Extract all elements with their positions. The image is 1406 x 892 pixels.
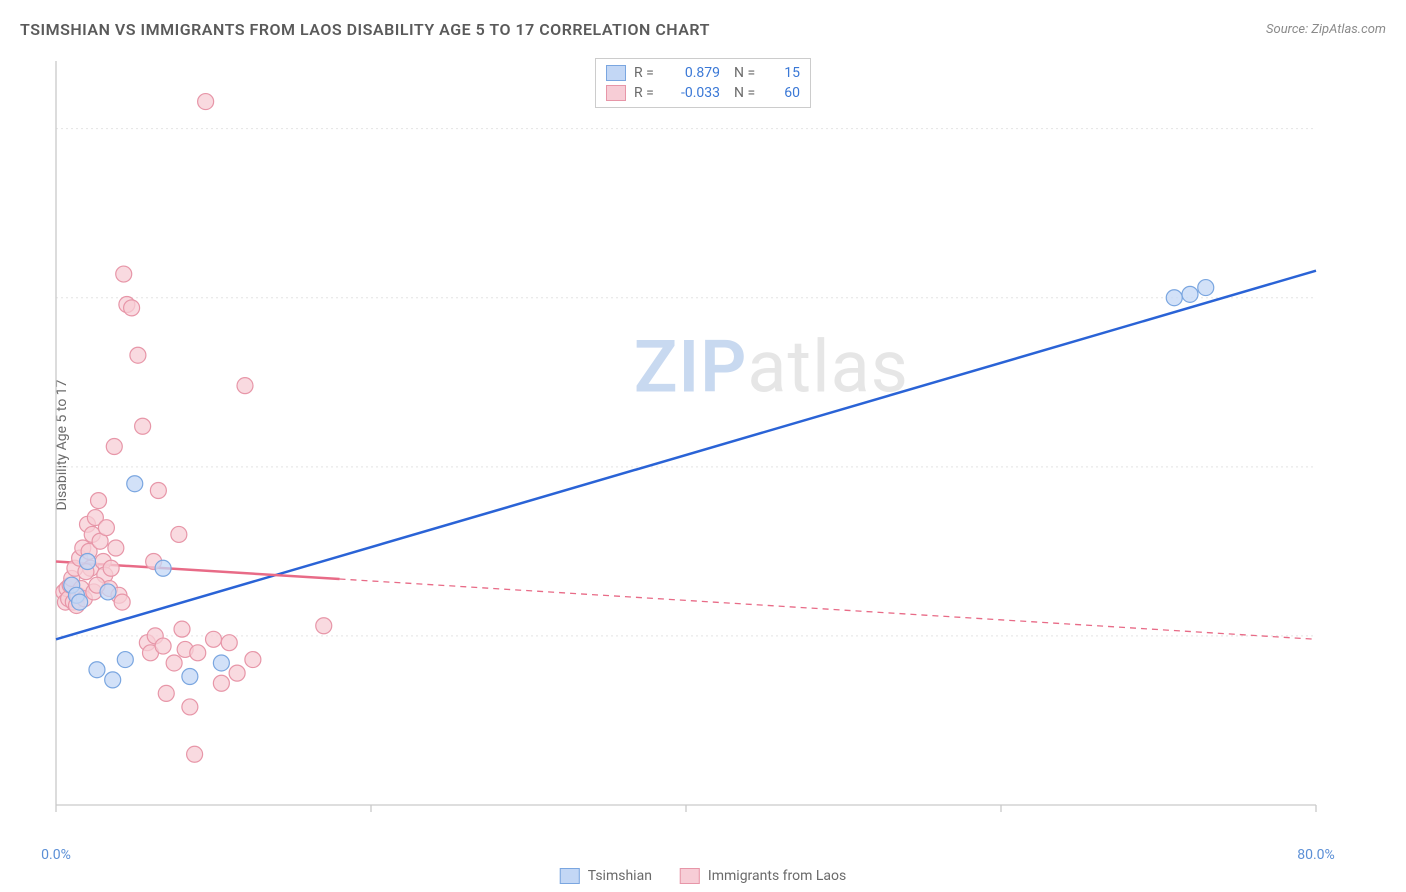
r-value-2: -0.033 [668,85,720,101]
legend-row-1: R = 0.879 N = 15 [606,63,800,83]
legend-label-2: Immigrants from Laos [708,868,846,884]
source-label: Source: ZipAtlas.com [1266,22,1386,37]
legend-correlation: R = 0.879 N = 15 R = -0.033 N = 60 [595,58,811,108]
r-label: R = [634,65,660,81]
chart-svg [50,55,1386,835]
n-label: N = [734,65,766,81]
legend-swatch-b2 [680,868,700,884]
chart-title: TSIMSHIAN VS IMMIGRANTS FROM LAOS DISABI… [20,20,710,39]
n-value-2: 60 [774,85,800,101]
legend-row-2: R = -0.033 N = 60 [606,83,800,103]
legend-swatch-1 [606,65,626,81]
legend-swatch-b1 [560,868,580,884]
x-tick-label: 80.0% [1297,847,1335,863]
n-value-1: 15 [774,65,800,81]
legend-series: Tsimshian Immigrants from Laos [560,868,846,884]
r-value-1: 0.879 [668,65,720,81]
x-tick-label: 0.0% [41,847,71,863]
legend-item-1: Tsimshian [560,868,652,884]
legend-item-2: Immigrants from Laos [680,868,846,884]
plot-area: Disability Age 5 to 17 ZIPatlas 5.0%10.0… [50,55,1386,835]
r-label: R = [634,85,660,101]
legend-swatch-2 [606,85,626,101]
n-label: N = [734,85,766,101]
legend-label-1: Tsimshian [588,868,652,884]
